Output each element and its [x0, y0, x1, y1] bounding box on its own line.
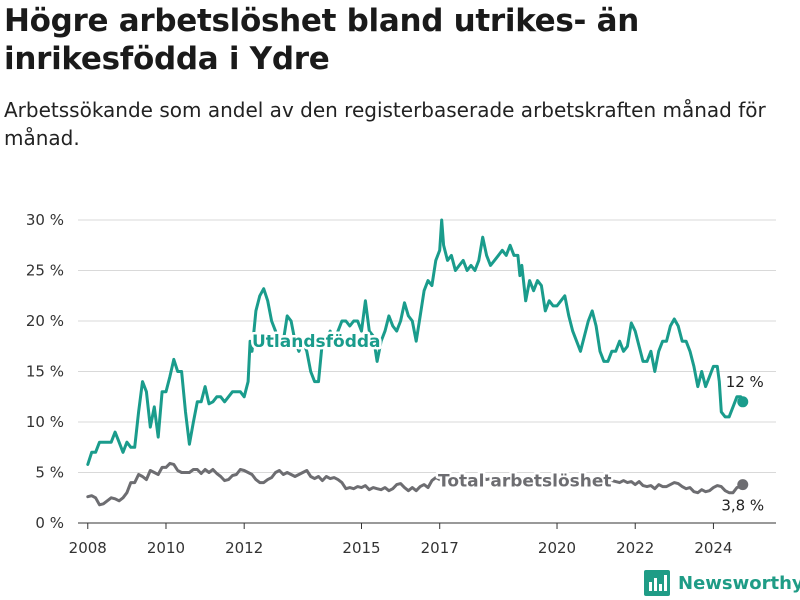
y-tick-label: 10 %: [26, 413, 64, 431]
chart-subtitle: Arbetssökande som andel av den registerb…: [4, 98, 766, 150]
bar-chart-logo-icon: [644, 570, 670, 596]
brand-logo: Newsworthy: [644, 568, 800, 598]
x-tick-label: 2022: [616, 539, 654, 557]
y-tick-label: 5 %: [35, 464, 64, 482]
brand-name: Newsworthy: [678, 572, 800, 594]
x-tick-label: 2010: [147, 539, 185, 557]
x-tick-label: 2012: [225, 539, 263, 557]
series-end-point: [737, 396, 749, 408]
x-tick-label: 2015: [342, 539, 380, 557]
y-tick-label: 30 %: [26, 211, 64, 229]
y-tick-label: 20 %: [26, 312, 64, 330]
y-tick-label: 25 %: [26, 262, 64, 280]
series-end-point: [737, 479, 749, 491]
chart-title: Högre arbetslöshet bland utrikes- än inr…: [4, 3, 640, 77]
x-tick-label: 2020: [538, 539, 576, 557]
y-tick-label: 0 %: [35, 514, 64, 532]
x-tick-label: 2024: [694, 539, 732, 557]
series-line-total: [86, 461, 745, 507]
x-tick-label: 2017: [421, 539, 459, 557]
series-label-total: Total arbetslöshet: [438, 472, 612, 492]
y-tick-label: 15 %: [26, 363, 64, 381]
series-end-label: 12 %: [726, 373, 764, 391]
series-label-utlandsfodda: Utlandsfödda: [252, 332, 381, 352]
series-line-utlandsfodda: [86, 218, 745, 466]
series-end-label: 3,8 %: [721, 497, 764, 515]
x-tick-label: 2008: [69, 539, 107, 557]
